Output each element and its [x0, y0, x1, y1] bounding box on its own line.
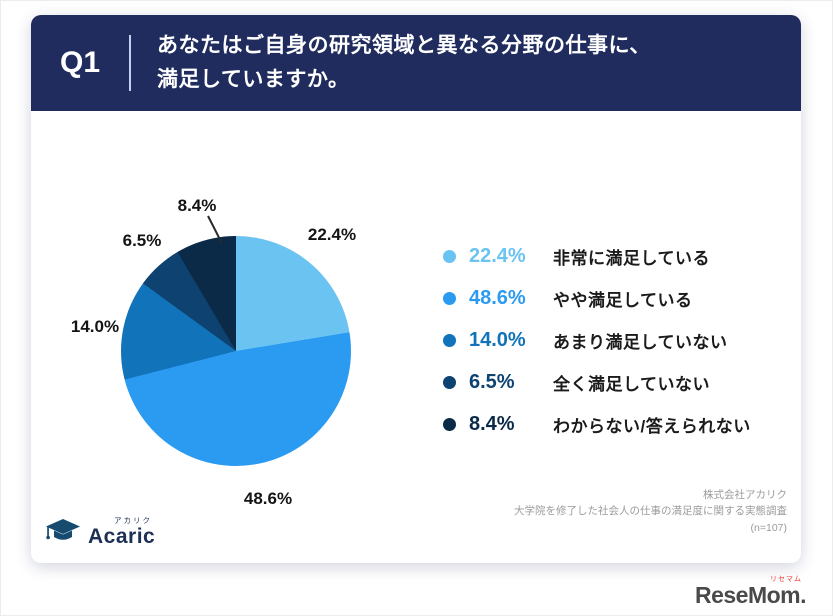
question-number: Q1 — [59, 46, 101, 79]
source-company: 株式会社アカリク — [703, 488, 787, 501]
legend-label: あまり満足していない — [553, 332, 728, 352]
question-title-line1: あなたはご自身の研究領域と異なる分野の仕事に、 — [157, 34, 651, 58]
acaric-wordmark: アカリク Acaric — [88, 515, 156, 548]
legend-label: 全く満足していない — [553, 374, 710, 394]
legend-item: 6.5% 全く満足していない — [443, 361, 751, 403]
legend-dot — [443, 375, 456, 389]
resemom-logo: リセマム ReseMom. — [694, 576, 807, 608]
legend: 22.4% 非常に満足している 48.6% やや満足している 14.0% あまり満足してい… — [443, 235, 751, 445]
legend-dot — [443, 291, 456, 305]
legend-item: 8.4% わからない/答えられない — [443, 403, 751, 445]
resemom-kana-label: リセマム — [770, 576, 802, 583]
legend-label: 非常に満足している — [553, 248, 710, 268]
legend-percent: 6.5% — [469, 370, 515, 393]
legend-percent: 48.6% — [469, 286, 526, 309]
source-survey: 大学院を修了した社会人の仕事の満足度に関する実態調査 — [514, 505, 787, 518]
legend-label: やや満足している — [553, 290, 693, 310]
legend-percent: 14.0% — [469, 328, 526, 351]
header-divider — [129, 35, 131, 91]
legend-item: 22.4% 非常に満足している — [443, 235, 751, 277]
legend-dot — [443, 333, 456, 347]
legend-item: 14.0% あまり満足していない — [443, 319, 751, 361]
source-note: 株式会社アカリク 大学院を修了した社会人の仕事の満足度に関する実態調査 (n=1… — [514, 487, 787, 537]
legend-dot — [443, 249, 456, 263]
pie-label-8-4: 8.4% — [177, 196, 217, 215]
legend-dot — [443, 417, 456, 431]
acaric-logo: アカリク Acaric — [45, 515, 156, 548]
pie-label-6-5: 6.5% — [122, 231, 162, 250]
survey-card: Q1 あなたはご自身の研究領域と異なる分野の仕事に、 満足していますか。 22.… — [31, 15, 801, 563]
question-title-line2: 満足していますか。 — [157, 68, 350, 91]
legend-percent: 8.4% — [469, 412, 515, 435]
pie-label-14-0: 14.0% — [70, 317, 120, 336]
pie-chart — [121, 236, 351, 466]
acaric-name-label: Acaric — [88, 525, 156, 548]
pie-label-22-4: 22.4% — [307, 225, 357, 244]
graduation-cap-icon — [45, 517, 88, 547]
source-sample-size: (n=107) — [750, 522, 787, 535]
question-title: あなたはご自身の研究領域と異なる分野の仕事に、 満足していますか。 — [157, 29, 651, 96]
acaric-kana-label: アカリク — [114, 515, 152, 525]
legend-item: 48.6% やや満足している — [443, 277, 751, 319]
legend-label: わからない/答えられない — [553, 416, 751, 436]
legend-percent: 22.4% — [469, 244, 526, 267]
pie-label-48-6: 48.6% — [243, 489, 293, 508]
resemom-name-label: ReseMom. — [694, 582, 807, 608]
question-header: Q1 あなたはご自身の研究領域と異なる分野の仕事に、 満足していますか。 — [31, 15, 801, 111]
